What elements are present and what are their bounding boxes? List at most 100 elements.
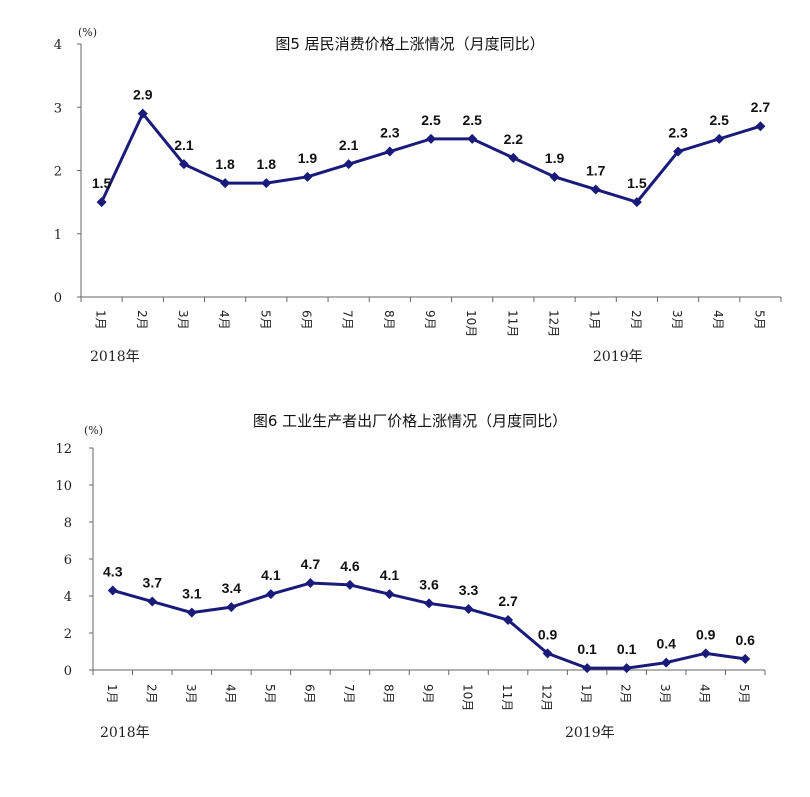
data-label: 2.5 bbox=[710, 112, 730, 128]
data-point bbox=[755, 121, 766, 132]
data-label: 2.7 bbox=[498, 593, 518, 609]
data-point bbox=[700, 648, 711, 659]
data-point bbox=[344, 579, 355, 590]
y-tick-label: 4 bbox=[64, 590, 72, 605]
y-tick-label: 1 bbox=[54, 228, 62, 243]
y-tick-label: 3 bbox=[54, 101, 62, 116]
x-tick-label: 1月 bbox=[105, 684, 119, 704]
year-label-2018: 2018年 bbox=[90, 349, 140, 365]
data-point bbox=[714, 133, 725, 144]
data-label: 0.9 bbox=[538, 626, 558, 642]
data-point bbox=[503, 615, 514, 626]
data-label: 2.1 bbox=[339, 137, 359, 153]
x-tick-label: 4月 bbox=[711, 310, 725, 330]
x-tick-label: 6月 bbox=[299, 310, 313, 330]
x-tick-label: 3月 bbox=[176, 310, 190, 330]
data-label: 2.7 bbox=[751, 99, 771, 115]
x-tick-label: 4月 bbox=[223, 684, 237, 704]
data-label: 1.8 bbox=[257, 156, 277, 172]
data-label: 3.1 bbox=[182, 586, 202, 602]
y-tick-label: 12 bbox=[55, 442, 72, 457]
data-point bbox=[186, 607, 197, 618]
data-label: 2.3 bbox=[668, 125, 688, 141]
data-point bbox=[590, 184, 601, 195]
data-label: 1.5 bbox=[627, 175, 647, 191]
x-tick-label: 8月 bbox=[382, 310, 396, 330]
data-label: 4.3 bbox=[103, 563, 123, 579]
year-label-2019: 2019年 bbox=[565, 725, 615, 741]
data-label: 2.2 bbox=[504, 131, 524, 147]
year-label-2019: 2019年 bbox=[593, 349, 643, 365]
x-tick-label: 5月 bbox=[737, 684, 751, 704]
data-label: 2.5 bbox=[421, 112, 441, 128]
x-tick-label: 7月 bbox=[341, 310, 355, 330]
data-label: 3.7 bbox=[143, 575, 163, 591]
data-point bbox=[426, 133, 436, 144]
ppi-chart: 图6 工业生产者出厂价格上涨情况（月度同比） (%) 2018年 2019年 0… bbox=[55, 412, 766, 741]
x-tick-label: 9月 bbox=[423, 310, 437, 330]
data-label: 0.1 bbox=[577, 641, 597, 657]
data-point bbox=[661, 657, 672, 668]
data-point bbox=[542, 648, 553, 659]
data-point bbox=[508, 152, 519, 163]
x-tick-label: 4月 bbox=[698, 684, 712, 704]
x-tick-label: 5月 bbox=[752, 310, 766, 330]
data-label: 0.6 bbox=[736, 632, 756, 648]
data-label: 1.9 bbox=[298, 150, 318, 166]
data-point bbox=[302, 171, 313, 182]
data-point bbox=[740, 653, 751, 664]
data-label: 4.1 bbox=[380, 567, 400, 583]
y-tick-label: 0 bbox=[64, 664, 72, 679]
data-label: 1.5 bbox=[92, 175, 112, 191]
data-point bbox=[305, 578, 316, 589]
data-label: 4.1 bbox=[261, 567, 281, 583]
x-tick-label: 4月 bbox=[217, 310, 231, 330]
x-tick-label: 5月 bbox=[258, 310, 272, 330]
x-tick-label: 3月 bbox=[670, 310, 684, 330]
x-tick-label: 2月 bbox=[144, 684, 158, 704]
data-point bbox=[107, 585, 118, 596]
x-tick-label: 12月 bbox=[547, 310, 561, 337]
x-tick-label: 5月 bbox=[263, 684, 277, 704]
data-point bbox=[384, 589, 395, 600]
data-label: 2.5 bbox=[462, 112, 482, 128]
x-tick-label: 11月 bbox=[500, 684, 514, 711]
year-label-2018: 2018年 bbox=[100, 725, 150, 741]
data-point bbox=[463, 603, 474, 614]
x-tick-label: 7月 bbox=[342, 684, 356, 704]
x-tick-label: 10月 bbox=[464, 310, 478, 337]
data-point bbox=[621, 663, 632, 674]
data-point bbox=[549, 171, 560, 182]
cpi-chart: 图5 居民消费价格上涨情况（月度同比） (%) 2018年 2019年 0 1 2 3… bbox=[54, 26, 782, 365]
x-tick-label: 10月 bbox=[461, 684, 475, 711]
x-tick-label: 12月 bbox=[540, 684, 554, 711]
y-tick-label: 4 bbox=[54, 38, 62, 53]
data-label: 1.8 bbox=[215, 156, 235, 172]
series-line bbox=[112, 581, 746, 670]
data-label: 0.9 bbox=[696, 626, 716, 642]
x-tick-label: 6月 bbox=[302, 684, 316, 704]
data-point bbox=[467, 133, 478, 144]
x-tick-label: 9月 bbox=[421, 684, 435, 704]
data-point bbox=[424, 598, 434, 609]
chart-title: 图6 工业生产者出厂价格上涨情况（月度同比） bbox=[253, 412, 567, 430]
data-label: 4.7 bbox=[301, 556, 321, 572]
data-label: 0.4 bbox=[656, 636, 676, 652]
x-tick-label: 8月 bbox=[381, 684, 395, 704]
y-tick-label: 2 bbox=[64, 627, 72, 642]
data-point bbox=[384, 146, 395, 157]
data-point bbox=[147, 596, 158, 607]
data-label: 1.7 bbox=[586, 162, 606, 178]
data-point bbox=[137, 108, 148, 119]
data-label: 3.3 bbox=[459, 582, 479, 598]
data-label: 0.1 bbox=[617, 641, 637, 657]
data-point bbox=[178, 159, 189, 170]
y-tick-label: 0 bbox=[54, 291, 62, 306]
data-label: 2.3 bbox=[380, 125, 400, 141]
chart-title: 图5 居民消费价格上涨情况（月度同比） bbox=[275, 35, 544, 53]
data-point bbox=[631, 197, 642, 208]
data-point bbox=[343, 159, 354, 170]
x-tick-label: 1月 bbox=[579, 684, 593, 704]
data-point bbox=[582, 663, 593, 674]
data-point bbox=[261, 178, 272, 189]
